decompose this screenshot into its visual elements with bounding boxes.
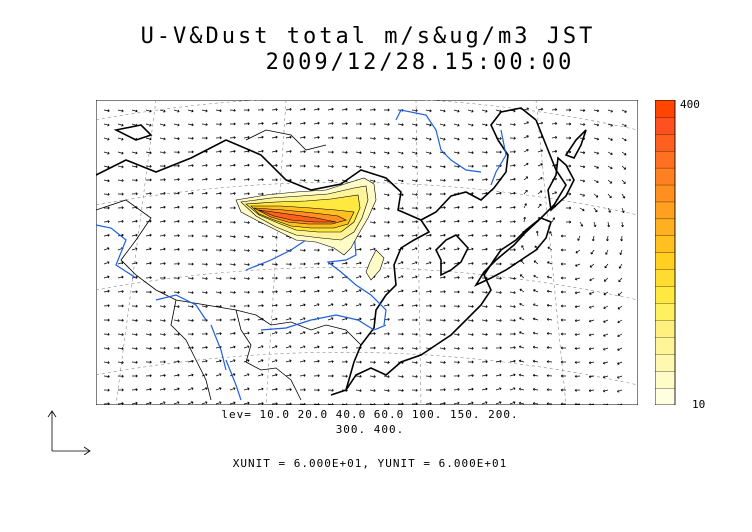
colorbar-cell bbox=[655, 133, 676, 152]
borders bbox=[96, 129, 362, 401]
colorbar-cell bbox=[655, 252, 676, 270]
map-title: U-V&Dust total m/s&ug/m3 JST bbox=[140, 24, 596, 49]
colorbar-cell bbox=[655, 387, 676, 405]
colorbar-cell bbox=[655, 167, 676, 186]
wind-vectors bbox=[103, 107, 627, 405]
colorbar-cell bbox=[655, 269, 676, 287]
dust-contours bbox=[235, 177, 385, 281]
colorbar-cell bbox=[655, 116, 676, 135]
contour-levels-line1: lev= 10.0 20.0 40.0 60.0 100. 150. 200. bbox=[221, 408, 519, 421]
colorbar-cell bbox=[655, 320, 676, 338]
colorbar-max-label: 400 bbox=[680, 98, 700, 111]
colorbar-cell bbox=[655, 218, 676, 237]
colorbar-cell bbox=[655, 150, 676, 169]
wind-dust-map bbox=[96, 100, 638, 405]
colorbar-cell bbox=[655, 337, 676, 355]
colorbar-cell bbox=[655, 354, 676, 372]
colorbar-cell bbox=[655, 370, 676, 389]
coastlines bbox=[96, 107, 587, 396]
contour-levels-line2: 300. 400. bbox=[335, 423, 405, 436]
colorbar-cell bbox=[655, 100, 676, 118]
colorbar-cell bbox=[655, 235, 676, 253]
rivers bbox=[96, 109, 507, 401]
colorbar-cell bbox=[655, 184, 676, 203]
vector-units: XUNIT = 6.000E+01, YUNIT = 6.000E+01 bbox=[232, 457, 508, 470]
colorbar-cell bbox=[655, 303, 676, 321]
colorbar-min-label: 10 bbox=[692, 398, 706, 411]
map-timestamp: 2009/12/28.15:00:00 bbox=[265, 50, 575, 75]
reference-vector-icon bbox=[47, 410, 91, 455]
colorbar-cell bbox=[655, 201, 676, 220]
colorbar-cell bbox=[655, 286, 676, 304]
colorbar bbox=[655, 100, 676, 405]
